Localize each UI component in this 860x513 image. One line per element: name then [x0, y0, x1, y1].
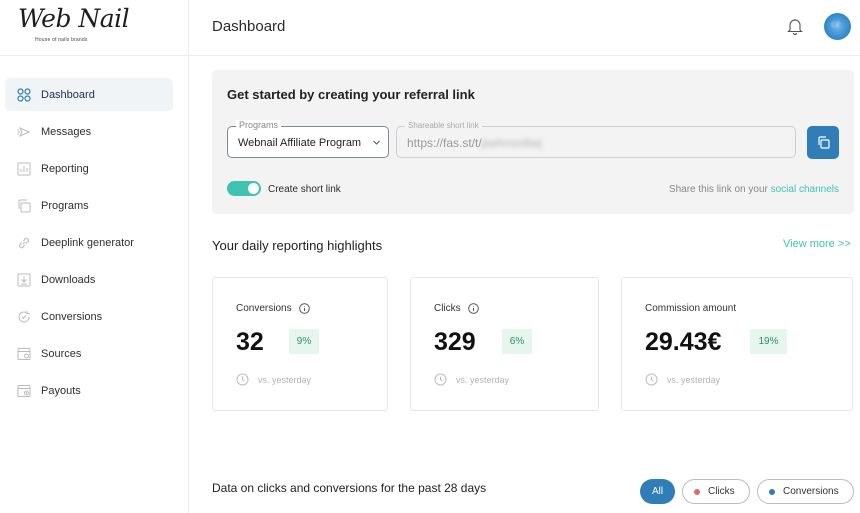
sidebar-item-label: Sources	[41, 347, 82, 360]
card-footer: vs. yesterday	[434, 373, 509, 386]
change-badge: 9%	[289, 329, 319, 354]
card-label: Commission amount	[645, 303, 737, 314]
card-value: 329	[434, 328, 476, 356]
logo[interactable]: Web Nail House of nails brands	[0, 0, 189, 56]
conversions-dot-icon	[769, 488, 775, 495]
top-header: Dashboard CE	[189, 0, 860, 56]
send-icon	[17, 125, 31, 139]
card-value: 29.43€	[645, 328, 722, 356]
card-label-wrap: Conversions	[236, 303, 310, 314]
logo-wordmark: Web Nail	[18, 4, 130, 33]
social-channels-link[interactable]: social channels	[770, 184, 839, 195]
sidebar-item-conversions[interactable]: Conversions	[5, 300, 173, 333]
card-footer: vs. yesterday	[645, 373, 720, 386]
conversions-card: Conversions 32 9% vs. yesterday	[212, 277, 388, 411]
page-title: Dashboard	[212, 18, 286, 35]
card-label-wrap: Commission amount	[645, 303, 736, 314]
card-value: 32	[236, 328, 264, 356]
sidebar-item-label: Messages	[41, 125, 92, 138]
short-link-label: Shareable short link	[405, 121, 482, 130]
clock-icon	[434, 373, 447, 386]
short-link-value: https://fas.st/t/pwhmm8wj	[407, 136, 542, 150]
card-footer-text: vs. yesterday	[667, 374, 721, 385]
clicks-card: Clicks 329 6% vs. yesterday	[410, 277, 599, 411]
highlights-title: Your daily reporting highlights	[212, 238, 383, 253]
sidebar-item-downloads[interactable]: Downloads	[5, 263, 173, 296]
short-link-prefix: https://fas.st/t/	[407, 136, 482, 150]
avatar[interactable]: CE	[824, 13, 851, 40]
card-footer-text: vs. yesterday	[456, 374, 510, 385]
card-label-wrap: Clicks	[434, 303, 479, 314]
filter-conversions-label: Conversions	[783, 486, 839, 497]
sidebar-item-programs[interactable]: Programs	[5, 189, 173, 222]
copy-icon	[817, 136, 830, 149]
copy-link-button[interactable]	[807, 126, 839, 159]
sidebar-item-dashboard[interactable]: Dashboard	[5, 78, 173, 111]
change-badge: 19%	[750, 329, 787, 354]
filter-clicks-label: Clicks	[708, 486, 735, 497]
copy-icon	[17, 199, 31, 213]
sidebar-item-label: Dashboard	[41, 88, 95, 101]
avatar-initials: CE	[831, 22, 841, 29]
sidebar-item-label: Reporting	[41, 162, 89, 175]
info-icon[interactable]	[467, 303, 479, 314]
card-footer-text: vs. yesterday	[258, 374, 312, 385]
clock-icon	[236, 373, 249, 386]
bar-chart-icon	[17, 162, 31, 176]
share-hint-text: Share this link on your	[668, 184, 771, 195]
short-link-code: pwhmm8wj	[481, 136, 542, 150]
short-link-toggle-label: Create short link	[268, 184, 341, 195]
view-more-link[interactable]: View more >>	[783, 238, 851, 250]
sidebar-item-label: Deeplink generator	[41, 236, 134, 249]
short-link-field[interactable]: Shareable short link https://fas.st/t/pw…	[396, 121, 796, 158]
programs-selected-value: Webnail Affiliate Program	[238, 137, 362, 149]
data-section-title: Data on clicks and conversions for the p…	[212, 481, 487, 495]
bell-icon[interactable]	[787, 17, 803, 35]
referral-title: Get started by creating your referral li…	[227, 87, 475, 102]
filter-conversions-button[interactable]: Conversions	[757, 479, 854, 504]
download-icon	[17, 273, 31, 287]
payouts-icon	[17, 384, 31, 398]
sidebar: Web Nail House of nails brands Dashboard…	[0, 0, 189, 513]
link-icon	[17, 236, 31, 250]
card-footer: vs. yesterday	[236, 373, 311, 386]
change-badge: 6%	[502, 329, 532, 354]
clock-icon	[645, 373, 658, 386]
programs-label: Programs	[236, 120, 282, 130]
info-icon[interactable]	[298, 303, 310, 314]
card-label: Clicks	[434, 303, 461, 314]
toggle-knob	[248, 183, 259, 194]
referral-panel: Get started by creating your referral li…	[212, 70, 854, 214]
programs-select[interactable]: Programs Webnail Affiliate Program	[227, 120, 389, 158]
sidebar-item-label: Payouts	[41, 384, 81, 397]
short-link-toggle[interactable]	[227, 181, 261, 196]
sidebar-item-label: Downloads	[41, 273, 96, 286]
clicks-dot-icon	[694, 488, 700, 495]
filter-all-button[interactable]: All	[640, 479, 675, 504]
sidebar-nav: Dashboard Messages Reporting Programs	[5, 78, 173, 411]
refresh-icon	[17, 310, 31, 324]
sidebar-item-label: Conversions	[41, 310, 103, 323]
sidebar-item-payouts[interactable]: Payouts	[5, 374, 173, 407]
sidebar-item-reporting[interactable]: Reporting	[5, 152, 173, 185]
filter-clicks-button[interactable]: Clicks	[682, 479, 750, 504]
chevron-down-icon	[373, 140, 380, 145]
share-hint: Share this link on your social channels	[669, 184, 839, 195]
sidebar-item-sources[interactable]: Sources	[5, 337, 173, 370]
sources-icon	[17, 347, 31, 361]
sidebar-item-deeplink-generator[interactable]: Deeplink generator	[5, 226, 173, 259]
card-label: Conversions	[236, 303, 292, 314]
sidebar-item-messages[interactable]: Messages	[5, 115, 173, 148]
sidebar-item-label: Programs	[41, 199, 89, 212]
logo-tagline: House of nails brands	[35, 37, 88, 43]
commission-card: Commission amount 29.43€ 19% vs. yesterd…	[621, 277, 853, 411]
dashboard-grid-icon	[17, 87, 31, 102]
